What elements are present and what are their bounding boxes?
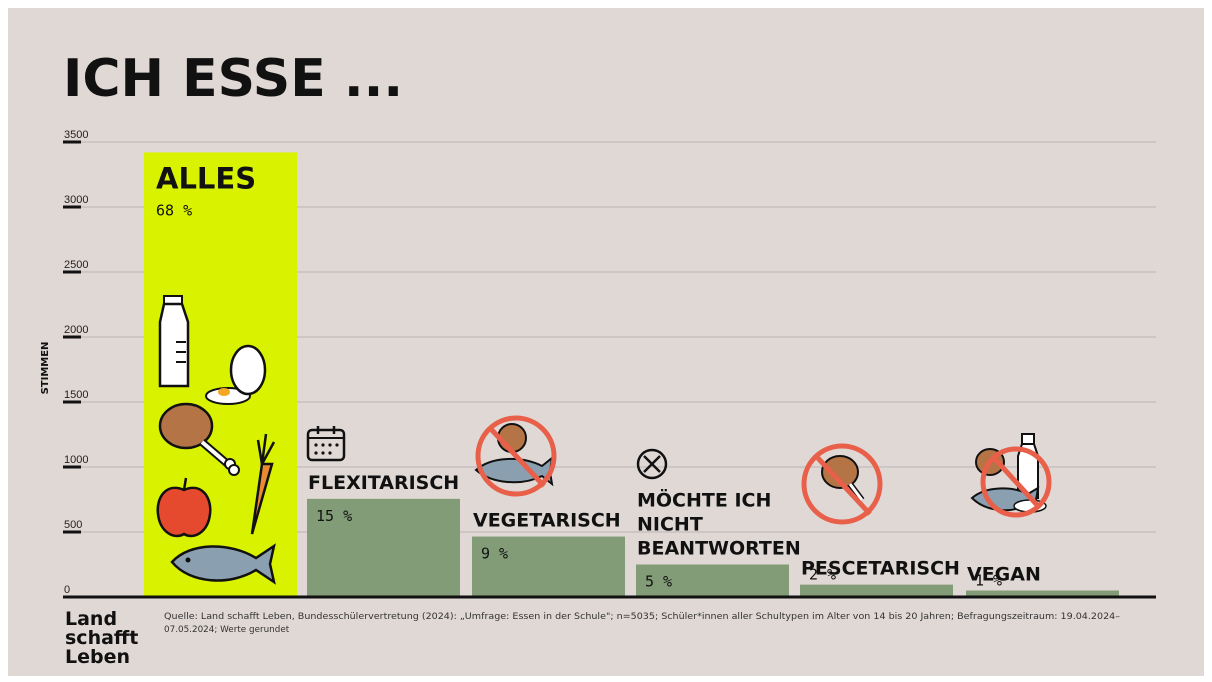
bar-labels: ALLES 68 % FLEXITARISCH 15 % VEGETARISCH 9 % M… bbox=[156, 161, 1041, 590]
percent-label: 5 % bbox=[645, 573, 672, 591]
category-label: PESCETARISCH bbox=[801, 558, 960, 580]
percent-label: 1 % bbox=[975, 572, 1002, 590]
bar-1 bbox=[307, 498, 460, 597]
source-note-line-2: 07.05.2024; Werte gerundet bbox=[164, 625, 290, 635]
chicken-leg-icon bbox=[158, 402, 240, 476]
chart-canvas: ICH ESSE ... STIMMEN 3500 3000 2500 2000 150… bbox=[8, 8, 1204, 676]
y-tick-label: 1500 bbox=[64, 389, 88, 401]
category-label: VEGETARISCH bbox=[473, 510, 621, 532]
y-tick-label: 2000 bbox=[64, 324, 88, 336]
chart-title: ICH ESSE ... bbox=[63, 49, 403, 109]
milk-bottle-icon bbox=[158, 295, 190, 388]
y-tick-label: 0 bbox=[64, 584, 70, 596]
no-animal-products-icon bbox=[970, 433, 1052, 518]
y-tick-label: 3000 bbox=[64, 194, 88, 206]
land-schafft-leben-logo: Land schafft Leben bbox=[65, 608, 138, 668]
no-meat-fish-icon bbox=[474, 415, 557, 497]
category-label: VEGAN bbox=[967, 564, 1041, 586]
y-tick-label: 3500 bbox=[64, 129, 88, 141]
bar-4 bbox=[800, 584, 953, 597]
y-tick-label: 1000 bbox=[64, 454, 88, 466]
apple-icon bbox=[156, 477, 212, 538]
source-note-line-1: Quelle: Land schafft Leben, Bundesschüle… bbox=[164, 612, 1120, 622]
logo-line-1: Land bbox=[65, 608, 117, 630]
y-tick-label: 500 bbox=[64, 519, 82, 531]
y-axis-ticks: 3500 3000 2500 2000 1500 1000 500 0 bbox=[63, 129, 88, 599]
calendar-icon bbox=[306, 426, 346, 462]
egg-icon bbox=[205, 344, 267, 405]
y-tick-label: 2500 bbox=[64, 259, 88, 271]
percent-label: 68 % bbox=[156, 201, 192, 219]
fish-icon bbox=[170, 543, 276, 585]
category-label: NICHT bbox=[637, 514, 703, 536]
category-label: FLEXITARISCH bbox=[308, 472, 459, 494]
bar-5 bbox=[966, 590, 1119, 597]
percent-label: 2 % bbox=[809, 566, 836, 584]
y-axis-label: STIMMEN bbox=[40, 342, 51, 395]
category-label: ALLES bbox=[156, 161, 256, 195]
logo-line-3: Leben bbox=[65, 646, 130, 668]
percent-label: 15 % bbox=[316, 507, 352, 525]
bar-chart: ICH ESSE ... STIMMEN 3500 3000 2500 2000 150… bbox=[40, 49, 1156, 668]
bars bbox=[144, 152, 1119, 597]
circled-x-icon bbox=[636, 448, 668, 480]
no-meat-icon bbox=[801, 443, 883, 525]
category-label: MÖCHTE ICH bbox=[637, 488, 771, 512]
category-label: BEANTWORTEN bbox=[637, 538, 801, 560]
percent-label: 9 % bbox=[481, 545, 508, 563]
carrot-icon bbox=[250, 433, 276, 535]
bar-2 bbox=[472, 536, 625, 597]
logo-line-2: schafft bbox=[65, 627, 138, 649]
bar-3 bbox=[636, 564, 789, 597]
